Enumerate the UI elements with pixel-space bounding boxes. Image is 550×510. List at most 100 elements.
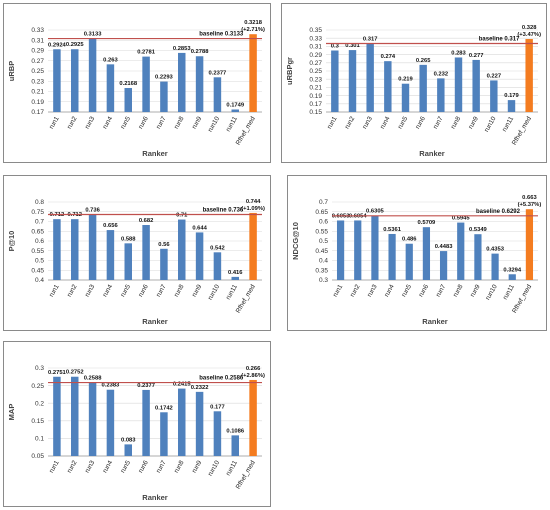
bar	[354, 220, 362, 280]
x-tick-label: run1	[48, 283, 61, 298]
data-label: 0.663	[522, 195, 537, 201]
x-tick-label: run5	[119, 283, 132, 298]
data-label: 0.6053	[332, 213, 351, 219]
y-tick-label: 0.33	[31, 27, 44, 34]
y-tick-label: 0.65	[315, 209, 328, 216]
y-tick-label: 0.05	[31, 453, 44, 460]
x-tick-label: run9	[191, 283, 204, 298]
data-label-delta: (+5.37%)	[518, 202, 542, 208]
x-tick-label: run6	[137, 115, 150, 130]
x-tick-label: run6	[137, 459, 150, 474]
bar	[124, 243, 132, 280]
x-tick-label: run5	[119, 115, 132, 130]
y-tick-label: 0.21	[309, 85, 322, 92]
bar	[124, 88, 132, 112]
data-label: 0.4483	[435, 244, 454, 250]
x-tick-label: run9	[191, 459, 204, 474]
y-tick-label: 0.2	[35, 400, 44, 407]
data-label: 0.5709	[418, 220, 437, 226]
x-tick-label: run2	[66, 115, 79, 130]
data-label-delta: (+1.09%)	[241, 206, 265, 212]
data-label: 0.1086	[226, 428, 245, 434]
x-tick-label: run4	[383, 283, 396, 298]
bar	[106, 230, 115, 280]
y-tick-label: 0.45	[315, 248, 328, 255]
y-tick-label: 0.8	[35, 199, 44, 206]
data-label: 0.2781	[137, 50, 156, 56]
y-tick-label: 0.5	[319, 238, 328, 245]
x-tick-label: run10	[484, 283, 499, 301]
y-tick-label: 0.6	[35, 238, 44, 245]
bar	[142, 56, 150, 112]
x-tick-label: run10	[207, 459, 222, 477]
x-tick-label: run8	[450, 115, 463, 130]
data-label: 0.301	[345, 43, 360, 49]
x-axis-title: Ranker	[142, 317, 168, 326]
x-axis-title: Ranker	[422, 317, 448, 326]
x-tick-label: run3	[84, 459, 97, 474]
bar	[491, 253, 499, 280]
x-tick-label: run3	[84, 283, 97, 298]
y-tick-label: 0.5	[35, 258, 44, 265]
x-tick-label: run10	[483, 115, 498, 133]
bar	[507, 100, 516, 112]
bar	[401, 83, 410, 112]
y-tick-label: 0.23	[309, 76, 322, 83]
bar	[71, 219, 79, 280]
bar	[53, 49, 61, 112]
data-label: 0.317	[363, 37, 378, 43]
y-tick-label: 0.7	[319, 199, 328, 206]
y-tick-label: 0.29	[309, 52, 322, 59]
x-tick-label: run8	[452, 283, 465, 298]
data-label: 0.274	[381, 54, 396, 60]
data-label: 0.744	[246, 199, 261, 205]
data-label: 0.2588	[84, 376, 103, 382]
data-label: 0.6305	[366, 209, 385, 215]
urbp-chart-panel: 0.17 0.19 0.21 0.23 0.25 0.27 0.29 0.31 0.33 0.29…	[3, 3, 271, 163]
y-tick-label: 0.33	[309, 35, 322, 42]
data-label: 0.542	[210, 245, 225, 251]
x-tick-label: run11	[225, 283, 239, 301]
data-label: 0.1749	[226, 102, 245, 108]
y-tick-label: 0.21	[31, 89, 44, 96]
x-tick-label: run8	[173, 459, 186, 474]
x-tick-label: run10	[207, 283, 222, 301]
baseline-label: baseline 0.317	[479, 37, 520, 43]
data-label: 0.3	[331, 44, 340, 50]
data-label: 0.265	[416, 58, 431, 64]
data-label: 0.083	[121, 437, 136, 443]
data-label: 0.2925	[66, 42, 85, 48]
baseline-label: baseline 0.6292	[476, 209, 521, 215]
x-tick-label: run9	[467, 115, 480, 130]
x-tick-label: run7	[155, 459, 168, 474]
y-tick-label: 0.3	[35, 365, 44, 372]
x-tick-label: run4	[379, 115, 392, 130]
x-tick-label: run9	[191, 115, 204, 130]
data-label-delta: (+2.71%)	[241, 27, 265, 33]
y-tick-label: 0.31	[31, 37, 44, 44]
x-tick-label: run8	[173, 283, 186, 298]
x-tick-label: run1	[332, 283, 345, 298]
bar	[71, 376, 79, 456]
bar	[213, 411, 222, 456]
bar	[419, 64, 427, 112]
bar	[348, 50, 357, 112]
x-axis-title: Ranker	[142, 493, 168, 502]
y-tick-label: 0.27	[31, 58, 44, 65]
x-tick-label: run3	[84, 115, 97, 130]
baseline-label: baseline 0.2586	[199, 376, 244, 382]
x-tick-label: run5	[119, 459, 132, 474]
data-label: 0.227	[487, 73, 502, 79]
y-tick-label: 0.4	[35, 277, 44, 284]
data-label: 0.2853	[173, 46, 192, 52]
data-label: 0.3133	[84, 32, 103, 38]
data-label: 0.736	[85, 207, 100, 213]
x-tick-label: run11	[225, 459, 239, 477]
highlight-bar	[525, 39, 533, 112]
x-axis-title: Ranker	[142, 149, 168, 158]
x-tick-label: run2	[66, 459, 79, 474]
baseline-label: baseline 0.736	[203, 207, 244, 213]
bar	[53, 219, 61, 280]
x-tick-label: run2	[349, 283, 362, 298]
data-label: 0.644	[192, 225, 207, 231]
